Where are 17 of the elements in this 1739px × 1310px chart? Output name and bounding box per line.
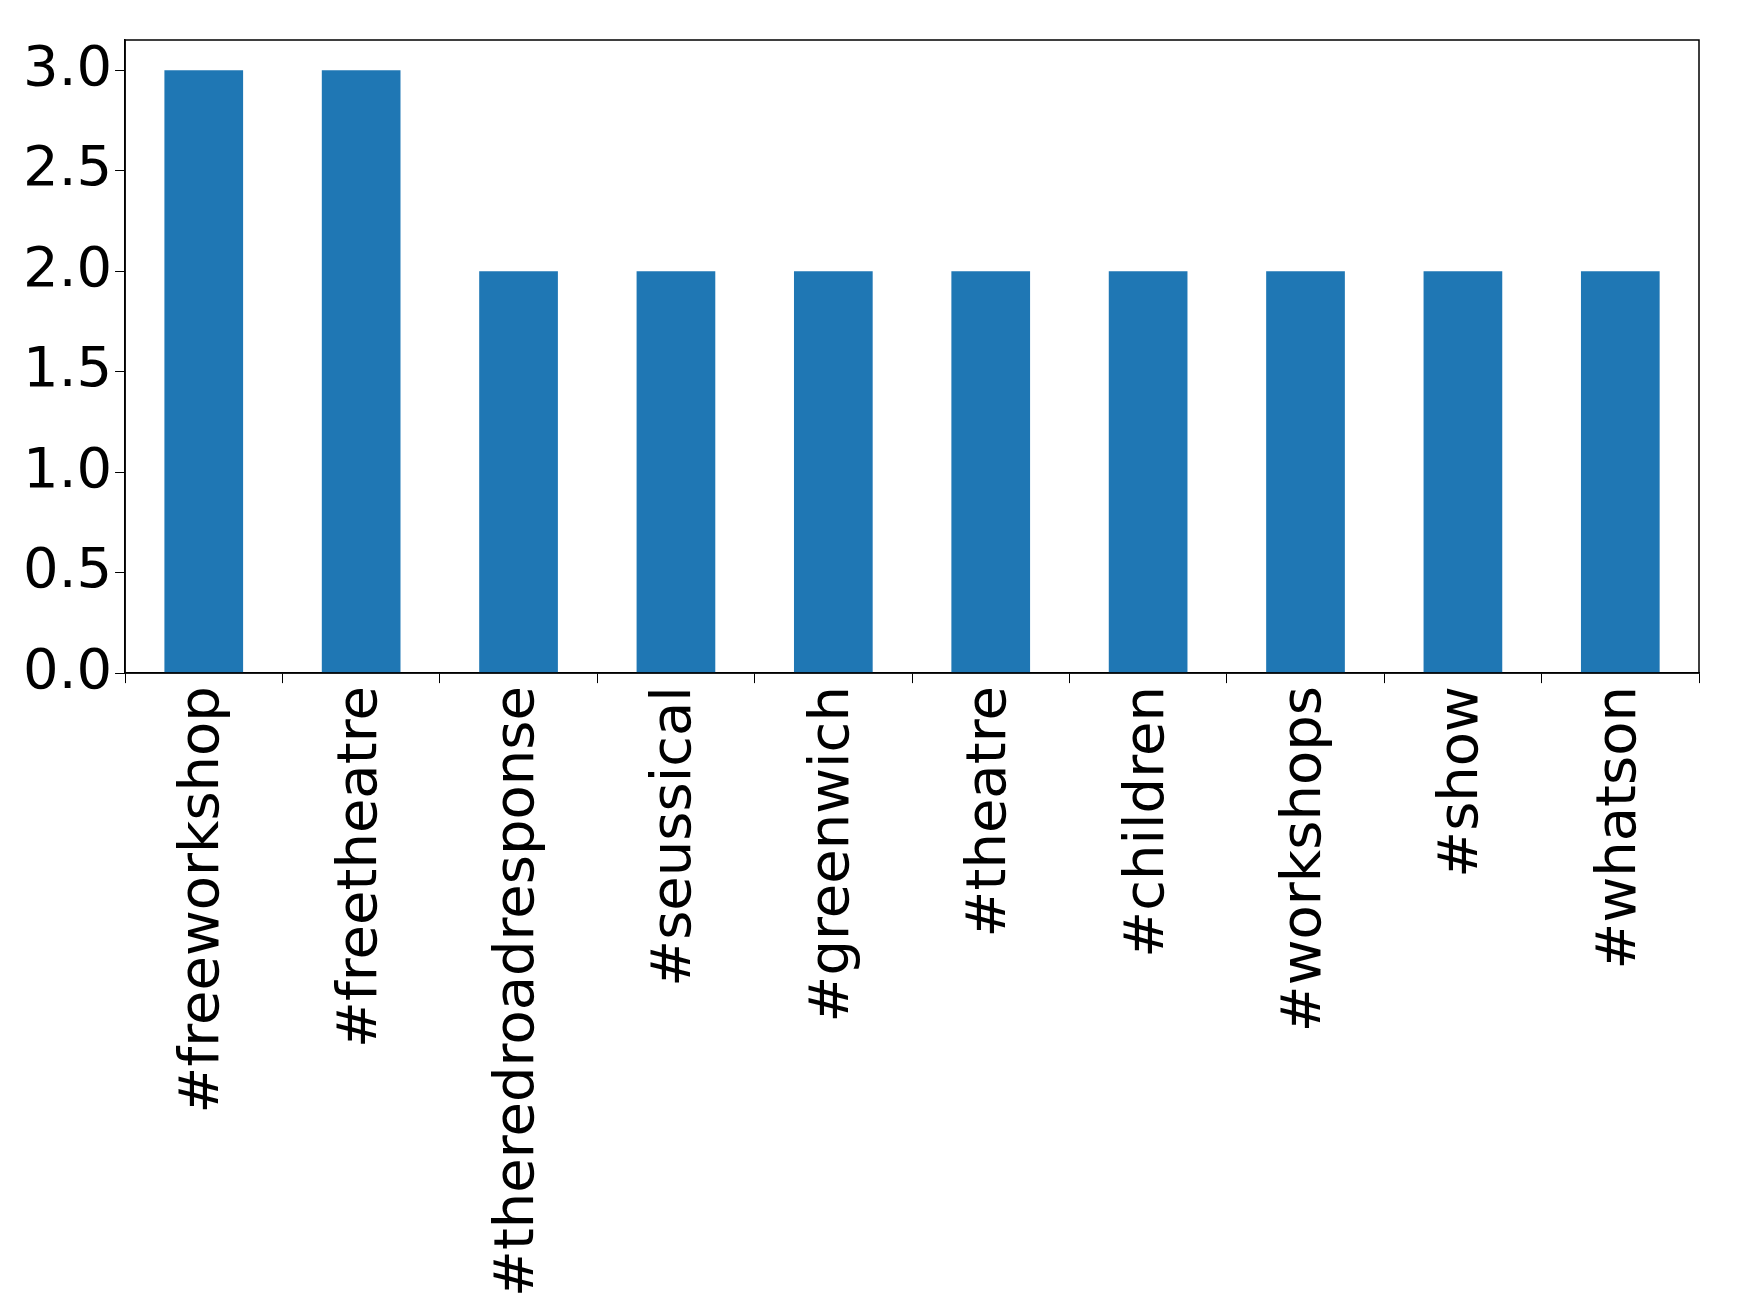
y-tick-label: 1.5 bbox=[23, 334, 113, 400]
x-tick-label: #seussical bbox=[638, 686, 704, 987]
x-tick-label: #greenwich bbox=[795, 686, 861, 1023]
y-tick-label: 0.0 bbox=[23, 635, 113, 701]
y-tick-label: 2.5 bbox=[23, 133, 113, 199]
x-tick-label: #theatre bbox=[953, 686, 1019, 938]
y-tick-label: 2.0 bbox=[23, 233, 113, 299]
x-tick-label: #freeworkshop bbox=[166, 686, 232, 1114]
x-tick-label: #children bbox=[1110, 686, 1176, 958]
x-tick-label: #freetheatre bbox=[323, 686, 389, 1048]
x-tick-label: #show bbox=[1425, 686, 1491, 878]
y-tick-label: 3.0 bbox=[23, 32, 113, 98]
y-tick-label: 0.5 bbox=[23, 535, 113, 601]
x-tick-label: #whatson bbox=[1582, 686, 1648, 970]
x-tick-label: #workshops bbox=[1268, 686, 1334, 1033]
y-tick-label: 1.0 bbox=[23, 434, 113, 500]
x-tick-label: #theredroadresponse bbox=[481, 686, 547, 1297]
